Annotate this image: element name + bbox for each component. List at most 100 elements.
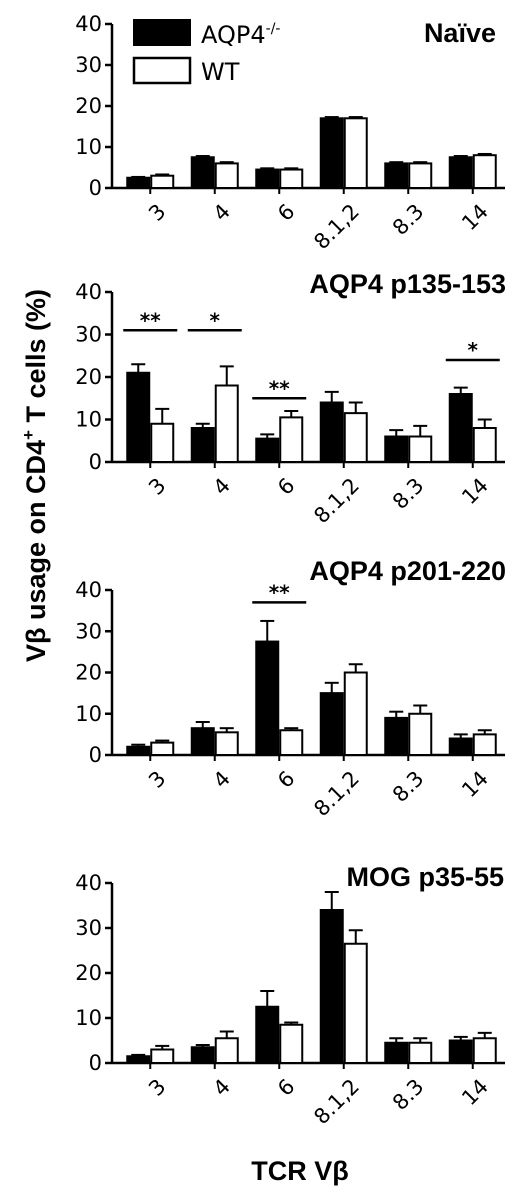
bar-wt [150,422,175,463]
bar-aqp4 [126,176,151,189]
y-tick-label: 40 [75,871,102,895]
bar-wt [214,731,239,756]
significance-stars: ** [269,580,290,604]
x-tick-label: 8.3 [388,199,429,240]
bar-wt [472,154,497,189]
x-tick-label: 4 [209,1074,235,1100]
bar-aqp4 [384,162,409,189]
bar-aqp4 [448,737,473,756]
bar-aqp4 [319,117,344,189]
legend-label-wt: WT [201,58,240,86]
y-tick-label: 0 [89,743,102,767]
x-tick-label: 6 [273,766,299,792]
significance-stars: * [210,308,221,332]
bar-aqp4 [448,156,473,189]
bar-wt [343,412,368,463]
significance-stars: ** [269,376,290,400]
bar-aqp4 [319,692,344,756]
x-tick-label: 8.3 [388,1074,429,1115]
legend-swatch-aqp4 [133,19,191,46]
x-tick-label: 8.1,2 [309,473,364,528]
bar-wt [343,117,368,189]
x-axis-label: TCR Vβ [251,1156,348,1186]
panel-title: Naïve [424,18,496,48]
panel-4: MOG p35-55 0 10 20 30 40 3 4 6 8.1,2 8.3 14 [75,862,505,1129]
bar-wt [343,942,368,1064]
y-tick-label: 40 [75,578,102,602]
x-tick-label: 14 [457,766,493,802]
bar-wt [472,1037,497,1064]
x-tick-label: 4 [209,473,235,499]
x-tick-label: 3 [144,473,170,499]
y-tick-label: 30 [75,53,102,77]
bar-wt [279,168,304,190]
bar-aqp4 [190,727,215,756]
bar-aqp4 [255,437,280,463]
x-tick-label: 14 [457,473,493,509]
bar-wt [408,435,433,463]
y-tick-label: 0 [89,176,102,200]
bar-aqp4 [384,716,409,756]
bar-aqp4 [190,156,215,189]
y-tick-label: 30 [75,619,102,643]
legend-label-aqp4: AQP4-/- [201,21,280,49]
panel-title: AQP4 p135-153 [309,269,506,299]
bar-wt [150,741,175,756]
x-tick-label: 6 [273,1074,299,1100]
y-tick-label: 40 [75,12,102,36]
x-tick-label: 6 [273,473,299,499]
y-tick-label: 10 [75,1006,102,1030]
x-tick-label: 3 [144,199,170,225]
x-tick-label: 4 [209,766,235,792]
significance-stars: * [468,338,479,362]
bar-aqp4 [448,393,473,463]
y-tick-label: 20 [75,365,102,389]
panel-3: AQP4 p201-220 0 10 20 30 40 3 4 6 8.1,2 8.3 14 ** [75,556,506,821]
panel-title: MOG p35-55 [346,862,504,892]
x-tick-label: 8.3 [388,766,429,807]
bar-wt [214,384,239,463]
bar-wt [472,427,497,463]
bar-wt [214,162,239,189]
bar-wt [150,174,175,189]
x-tick-label: 14 [457,1074,493,1110]
x-tick-label: 3 [144,766,170,792]
y-tick-label: 20 [75,661,102,685]
panel-1: Naïve 0 10 20 30 40 3 4 6 8.1,2 8.3 14 [75,12,505,254]
y-tick-label: 30 [75,916,102,940]
bar-aqp4 [255,1005,280,1064]
bar-aqp4 [126,1055,151,1064]
bar-aqp4 [190,1046,215,1064]
y-tick-label: 30 [75,323,102,347]
x-tick-label: 4 [209,199,235,225]
y-axis-label: Vβ usage on CD4+ T cells (%) [19,289,51,662]
bar-aqp4 [126,371,151,463]
y-tick-label: 10 [75,702,102,726]
y-tick-label: 40 [75,280,102,304]
x-tick-label: 8.3 [388,473,429,514]
x-tick-label: 14 [457,199,493,235]
y-tick-label: 20 [75,94,102,118]
bar-aqp4 [255,640,280,756]
bar-aqp4 [384,1041,409,1064]
bar-wt [408,162,433,189]
bar-wt [343,671,368,756]
y-tick-label: 0 [89,1051,102,1075]
bar-aqp4 [319,401,344,463]
bar-aqp4 [448,1039,473,1064]
panel-title: AQP4 p201-220 [309,556,506,586]
y-tick-label: 20 [75,961,102,985]
x-tick-label: 3 [144,1074,170,1100]
x-tick-label: 8.1,2 [309,1074,364,1129]
legend: AQP4-/- WT [132,19,280,86]
bar-wt [408,1041,433,1064]
x-tick-label: 8.1,2 [309,199,364,254]
bar-wt [150,1048,175,1064]
y-tick-label: 10 [75,408,102,432]
legend-swatch-wt [132,56,192,85]
bar-aqp4 [255,168,280,190]
y-tick-label: 10 [75,135,102,159]
